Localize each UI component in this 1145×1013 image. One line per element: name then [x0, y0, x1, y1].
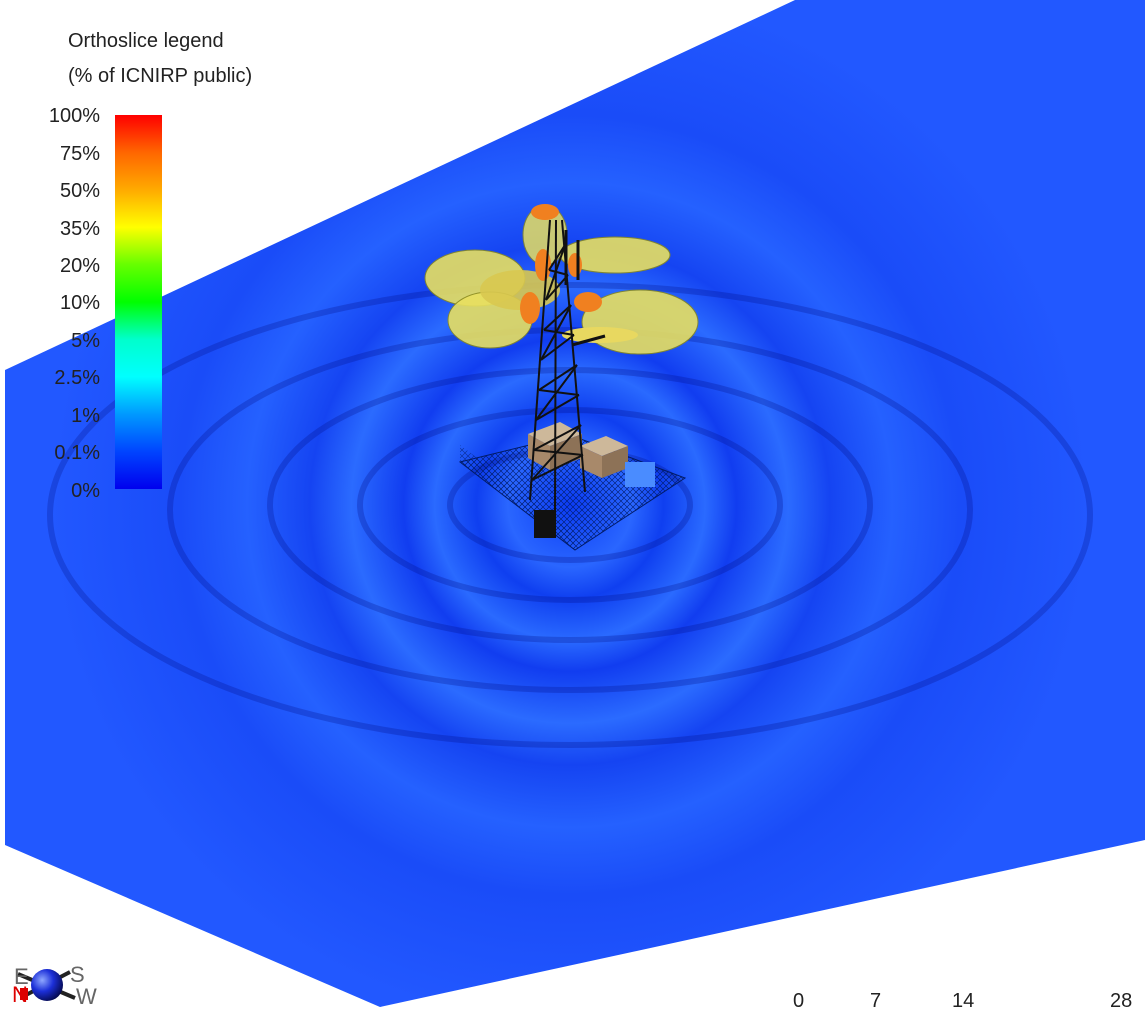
legend-tick: 0%: [71, 480, 100, 502]
legend-tick: 75%: [59, 143, 100, 165]
radiation-lobes: [424, 204, 699, 355]
legend-tick: 50%: [59, 180, 100, 202]
legend-tick: 20%: [59, 255, 100, 277]
legend-tick: 5%: [71, 330, 100, 352]
scale-label: 14: [952, 990, 975, 1012]
legend-tick: 1%: [71, 405, 100, 427]
compass-globe-icon: [17, 969, 76, 1001]
legend-tick: 100%: [48, 105, 100, 127]
legend-tick: 10%: [59, 292, 100, 314]
legend-tick: 2.5%: [54, 367, 100, 389]
legend-colorbar: [115, 115, 162, 489]
scale-label: 7: [870, 990, 882, 1012]
compass-north: N: [12, 982, 28, 1007]
legend-tick: 35%: [59, 218, 100, 240]
scale-label: 28: [1110, 990, 1133, 1012]
orientation-compass[interactable]: E S N W: [10, 962, 105, 1009]
compass-south: S: [70, 962, 85, 987]
compass-east: E: [14, 964, 29, 989]
legend-tick: 0.1%: [54, 442, 100, 464]
compass-west: W: [76, 984, 97, 1009]
lattice-tower: [529, 219, 606, 511]
legend-title: Orthoslice legend: [68, 30, 224, 52]
scale-label: 0: [793, 990, 805, 1012]
legend-subtitle: (% of ICNIRP public): [68, 65, 253, 87]
